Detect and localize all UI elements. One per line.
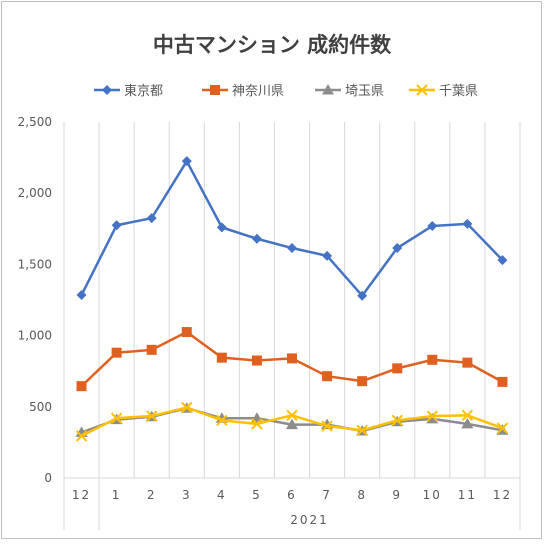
data-point-marker [216, 352, 227, 363]
data-point-marker [76, 290, 87, 301]
data-point-marker [181, 401, 193, 414]
x-tick-label: 7 [322, 488, 332, 502]
legend-label: 千葉県 [439, 84, 478, 99]
y-tick-label: 1,500 [18, 257, 52, 271]
data-point-marker [251, 233, 262, 244]
data-point-marker [416, 84, 428, 96]
legend-item: 千葉県 [409, 84, 478, 99]
x-tick-label: 8 [357, 488, 367, 502]
data-point-marker [287, 243, 297, 254]
data-point-marker [357, 376, 368, 387]
data-point-marker [110, 412, 123, 424]
data-point-marker [461, 417, 474, 429]
data-point-marker [251, 355, 262, 366]
series-1 [76, 156, 508, 301]
data-point-marker [286, 418, 298, 430]
data-point-marker [286, 409, 298, 422]
data-point-marker [321, 420, 333, 432]
data-point-marker [427, 354, 438, 365]
marker-stroke [321, 420, 333, 432]
x-tick-label: 2 [147, 488, 157, 502]
data-point-marker [322, 250, 333, 261]
series-3 [75, 402, 509, 437]
chart-title: 中古マンション 成約件数 [153, 33, 392, 57]
series-2 [76, 327, 508, 392]
y-tick-label: 0 [44, 471, 52, 485]
data-point-marker [392, 363, 403, 374]
marker-stroke [426, 410, 439, 422]
x-tick-label: 3 [182, 488, 192, 502]
data-point-marker [181, 156, 192, 167]
marker-stroke [110, 412, 123, 424]
marker-stroke [286, 409, 298, 422]
data-point-marker [462, 218, 473, 229]
marker-stroke [145, 410, 158, 422]
data-point-marker [462, 357, 473, 368]
marker-stroke [461, 409, 474, 422]
data-point-marker [145, 410, 158, 422]
y-tick-label: 2,500 [18, 115, 52, 129]
x-tick-label: 10 [423, 488, 442, 502]
legend-item: 神奈川県 [202, 84, 284, 99]
data-point-marker [427, 220, 438, 231]
legend-item: 埼玉県 [315, 84, 384, 99]
x-tick-label: 5 [252, 488, 262, 502]
data-point-marker [146, 344, 157, 355]
legend-item: 東京都 [94, 83, 163, 99]
x-group-label: 2021 [290, 513, 329, 527]
data-point-marker [426, 412, 439, 424]
x-tick-label: 6 [287, 488, 297, 502]
legend-label: 埼玉県 [345, 84, 384, 99]
legend: 東京都 神奈川県 埼玉県 千葉県 [94, 83, 478, 99]
data-point-marker [461, 409, 474, 422]
legend-label: 神奈川県 [232, 84, 284, 99]
marker-stroke [356, 424, 368, 437]
y-tick-label: 2,000 [18, 186, 52, 200]
x-tick-label: 9 [392, 488, 402, 502]
data-point-marker [322, 84, 334, 95]
data-point-marker [75, 430, 88, 442]
marker-stroke [496, 422, 509, 434]
marker-stroke [391, 414, 403, 427]
data-point-marker [287, 353, 297, 364]
series-4 [75, 401, 509, 442]
legend-label: 東京都 [124, 83, 163, 99]
marker-stroke [216, 414, 228, 427]
data-point-marker [146, 213, 157, 224]
x-tick-label: 12 [72, 488, 91, 502]
data-point-marker [496, 422, 509, 434]
marker-stroke [416, 84, 428, 96]
y-axis: 0 500 1,000 1,500 2,000 2,500 [18, 115, 52, 485]
x-tick-label: 1 [112, 488, 122, 502]
marker-stroke [181, 401, 193, 414]
y-tick-label: 500 [29, 400, 52, 414]
plot-area [75, 156, 509, 442]
data-point-marker [181, 327, 192, 338]
data-point-marker [356, 424, 368, 437]
data-point-marker [497, 376, 508, 387]
x-tick-label: 11 [458, 488, 477, 502]
data-point-marker [76, 381, 87, 392]
data-point-marker [251, 418, 263, 430]
y-tick-label: 1,000 [18, 329, 52, 343]
marker-stroke [251, 418, 263, 430]
marker-stroke [75, 430, 88, 442]
data-point-marker [210, 85, 220, 95]
data-point-marker [102, 85, 112, 95]
x-tick-label: 12 [493, 488, 512, 502]
data-point-marker [111, 347, 122, 358]
data-point-marker [392, 243, 403, 254]
data-point-marker [216, 222, 227, 233]
data-point-marker [426, 410, 439, 422]
data-point-marker [216, 414, 228, 427]
data-point-marker [391, 414, 403, 427]
data-point-marker [357, 290, 368, 301]
series-line [80, 159, 504, 297]
data-point-marker [111, 220, 122, 231]
x-tick-label: 4 [217, 488, 227, 502]
data-point-marker [322, 371, 333, 382]
